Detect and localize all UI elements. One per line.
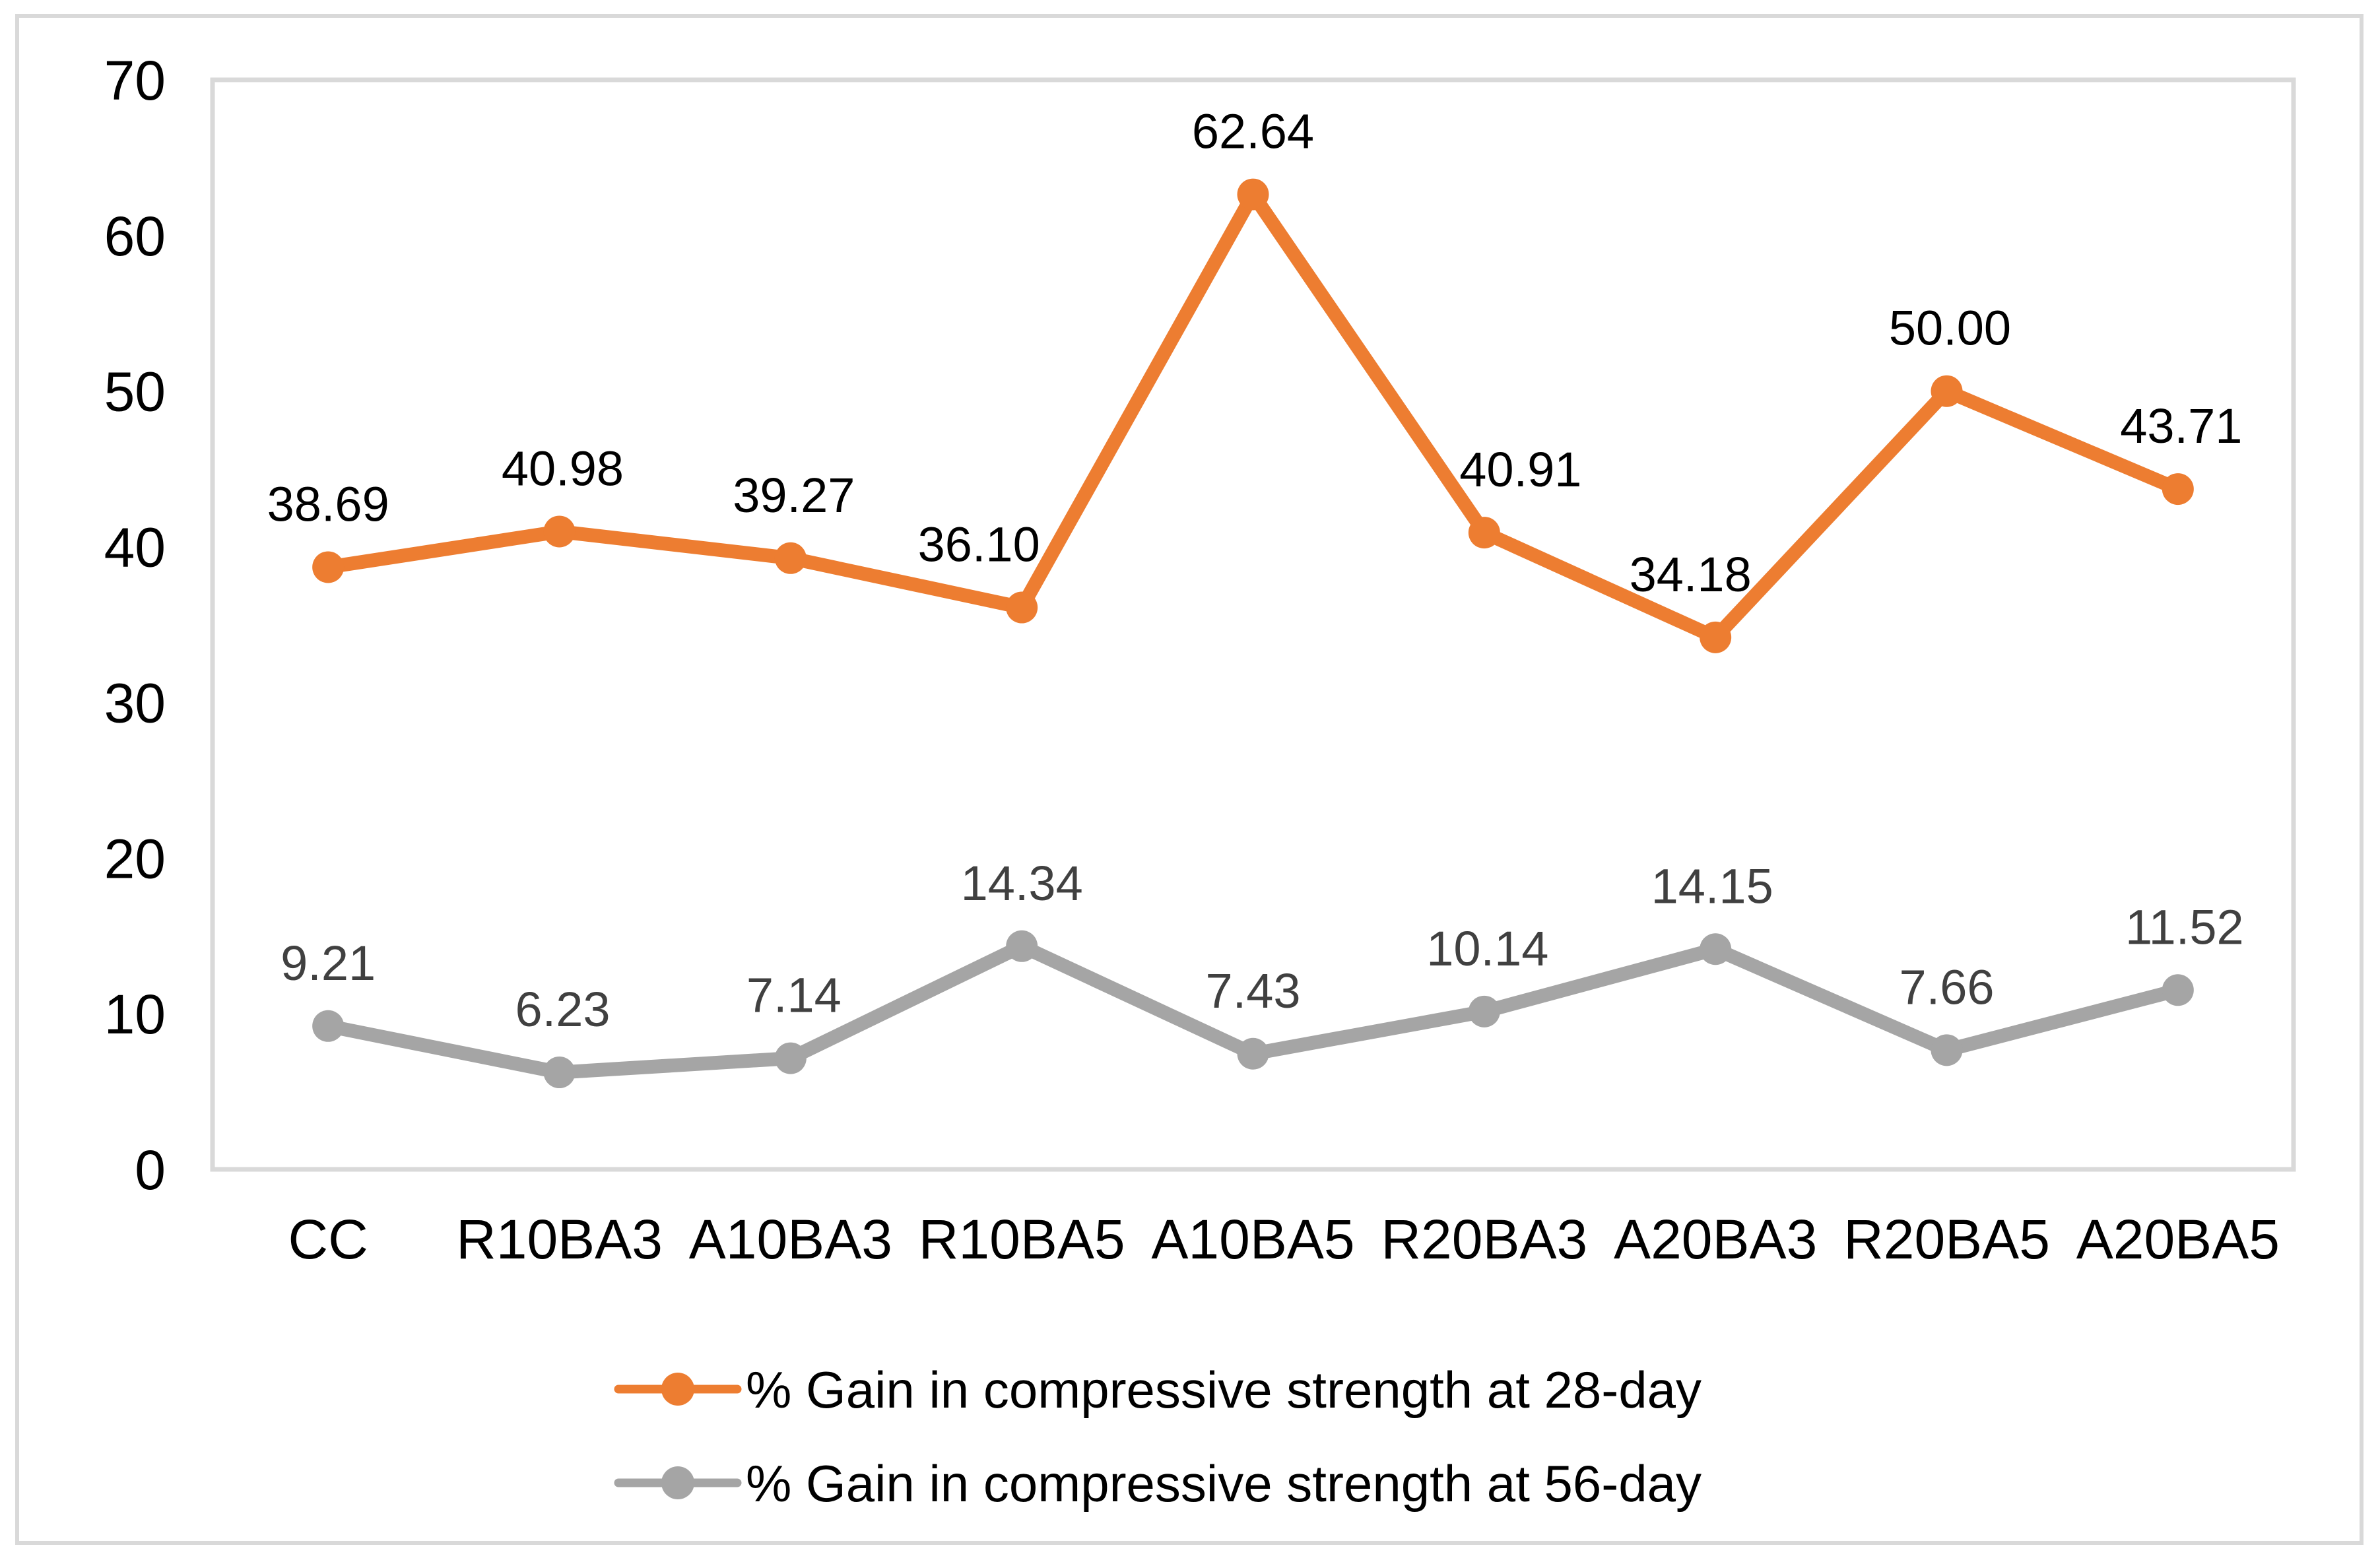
x-axis-category-label: R10BA3 bbox=[456, 1208, 663, 1270]
data-label-56day: 9.21 bbox=[281, 936, 376, 991]
y-axis-tick-label: 30 bbox=[104, 672, 166, 734]
data-label-56day: 7.43 bbox=[1205, 963, 1300, 1018]
data-point-marker-28day bbox=[1931, 375, 1963, 407]
data-point-marker-56day bbox=[2162, 974, 2194, 1006]
y-axis-tick-label: 40 bbox=[104, 517, 166, 579]
data-point-marker-56day bbox=[1931, 1034, 1963, 1066]
data-label-28day: 62.64 bbox=[1192, 104, 1314, 159]
x-axis-category-label: A20BA5 bbox=[2076, 1208, 2280, 1270]
x-axis-category-label: CC bbox=[288, 1208, 368, 1270]
data-point-marker-28day bbox=[543, 515, 576, 548]
y-axis-tick-label: 20 bbox=[104, 828, 166, 890]
data-label-56day: 7.66 bbox=[1899, 960, 1994, 1014]
y-axis-tick-label: 0 bbox=[135, 1139, 166, 1201]
y-axis-tick-label: 60 bbox=[104, 205, 166, 267]
data-label-56day: 7.14 bbox=[746, 968, 842, 1023]
data-point-marker-56day bbox=[774, 1042, 807, 1074]
data-label-28day: 38.69 bbox=[267, 476, 389, 531]
data-point-marker-56day bbox=[1468, 995, 1500, 1027]
data-point-marker-28day bbox=[1700, 621, 1732, 653]
legend-label-28day: % Gain in compressive strength at 28-day bbox=[746, 1361, 1702, 1419]
data-point-marker-28day bbox=[2162, 473, 2194, 505]
y-axis-tick-label: 10 bbox=[104, 983, 166, 1045]
data-label-28day: 34.18 bbox=[1630, 547, 1752, 602]
data-point-marker-28day bbox=[1006, 591, 1038, 624]
data-point-marker-56day bbox=[543, 1057, 576, 1089]
plot-area bbox=[210, 77, 2296, 1172]
figure-border bbox=[15, 14, 2363, 1545]
data-label-56day: 10.14 bbox=[1426, 921, 1548, 976]
legend-marker-56day bbox=[661, 1466, 694, 1499]
data-label-56day: 6.23 bbox=[515, 982, 610, 1037]
data-point-marker-28day bbox=[774, 542, 807, 574]
data-label-28day: 40.98 bbox=[502, 441, 624, 496]
data-label-56day: 11.52 bbox=[2125, 899, 2244, 954]
data-point-marker-28day bbox=[1237, 178, 1269, 211]
x-axis-category-label: R10BA5 bbox=[919, 1208, 1125, 1270]
data-point-marker-56day bbox=[1006, 930, 1038, 962]
data-point-marker-56day bbox=[312, 1010, 345, 1042]
data-label-28day: 50.00 bbox=[1889, 301, 2011, 356]
y-axis-tick-label: 70 bbox=[104, 49, 166, 112]
x-axis-category-label: R20BA3 bbox=[1381, 1208, 1587, 1270]
data-label-28day: 40.91 bbox=[1459, 442, 1581, 497]
data-label-28day: 43.71 bbox=[2120, 399, 2242, 453]
legend-label-56day: % Gain in compressive strength at 56-day bbox=[746, 1454, 1702, 1513]
data-point-marker-56day bbox=[1700, 933, 1732, 965]
data-point-marker-28day bbox=[1468, 517, 1500, 549]
data-point-marker-28day bbox=[312, 551, 345, 583]
data-label-56day: 14.34 bbox=[961, 856, 1083, 911]
data-label-56day: 14.15 bbox=[1651, 859, 1773, 913]
x-axis-category-label: A10BA3 bbox=[689, 1208, 892, 1270]
data-label-28day: 36.10 bbox=[918, 517, 1040, 572]
data-point-marker-56day bbox=[1237, 1037, 1269, 1070]
y-axis-tick-label: 50 bbox=[104, 361, 166, 423]
x-axis-category-label: A10BA5 bbox=[1151, 1208, 1354, 1270]
x-axis-category-label: R20BA5 bbox=[1843, 1208, 2050, 1270]
data-label-28day: 39.27 bbox=[733, 468, 855, 523]
x-axis-category-label: A20BA3 bbox=[1614, 1208, 1817, 1270]
legend-marker-28day bbox=[661, 1373, 694, 1406]
